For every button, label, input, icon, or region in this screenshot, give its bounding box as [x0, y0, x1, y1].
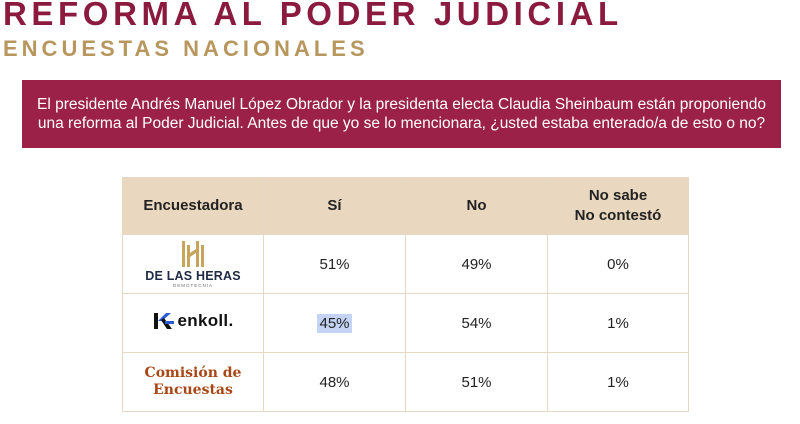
cell-nsnc: 0% [547, 234, 689, 294]
selected-text-highlight[interactable]: 45% [317, 313, 352, 333]
cell-si: 45% [263, 293, 406, 353]
cell-no: 51% [405, 352, 548, 412]
header-no: No [405, 177, 548, 235]
header-no-sabe: No sabe No contestó [547, 177, 689, 235]
header-no-sabe-line2: No contestó [574, 207, 662, 224]
cell-si: 51% [263, 234, 406, 294]
comision-encuestas-logo: Comisión de Encuestas [145, 365, 242, 399]
cell-no: 49% [405, 234, 548, 294]
enkoll-k-mark-icon [153, 313, 174, 329]
page-title: REFORMA AL PODER JUDICIAL [3, 0, 623, 32]
enkoll-logo: enkoll. [153, 311, 234, 331]
page-subtitle: ENCUESTAS NACIONALES [3, 36, 369, 61]
de-las-heras-mark-icon [182, 241, 204, 267]
pollster-cell: enkoll. [122, 293, 264, 353]
table-row: DE LAS HERAS DEMOTECNIA 51% 49% 0% [122, 234, 689, 294]
question-text: El presidente Andrés Manuel López Obrado… [37, 96, 766, 132]
cell-nsnc: 1% [547, 293, 689, 353]
pollster-cell: Comisión de Encuestas [122, 352, 264, 412]
de-las-heras-subtitle: DEMOTECNIA [172, 283, 213, 288]
cell-no: 54% [405, 293, 548, 353]
table-header-row: Encuestadora Sí No No sabe No contestó [122, 177, 689, 235]
comision-line-1: Comisión de [144, 365, 242, 381]
header-si: Sí [263, 177, 406, 235]
header-encuestadora: Encuestadora [122, 177, 264, 235]
comision-line-2: Encuestas [153, 382, 233, 398]
table-row: Comisión de Encuestas 48% 51% 1% [122, 352, 689, 412]
cell-nsnc: 1% [547, 352, 689, 412]
cell-si: 48% [263, 352, 406, 412]
de-las-heras-name: DE LAS HERAS [145, 269, 241, 283]
de-las-heras-logo: DE LAS HERAS DEMOTECNIA [123, 239, 263, 289]
question-banner: El presidente Andrés Manuel López Obrado… [22, 80, 781, 148]
pollster-cell: DE LAS HERAS DEMOTECNIA [122, 234, 264, 294]
header-no-sabe-line1: No sabe [588, 187, 648, 204]
enkoll-name: enkoll. [177, 311, 234, 330]
table-row: enkoll. 45% 54% 1% [122, 293, 689, 353]
results-table: Encuestadora Sí No No sabe No contestó [122, 177, 689, 412]
